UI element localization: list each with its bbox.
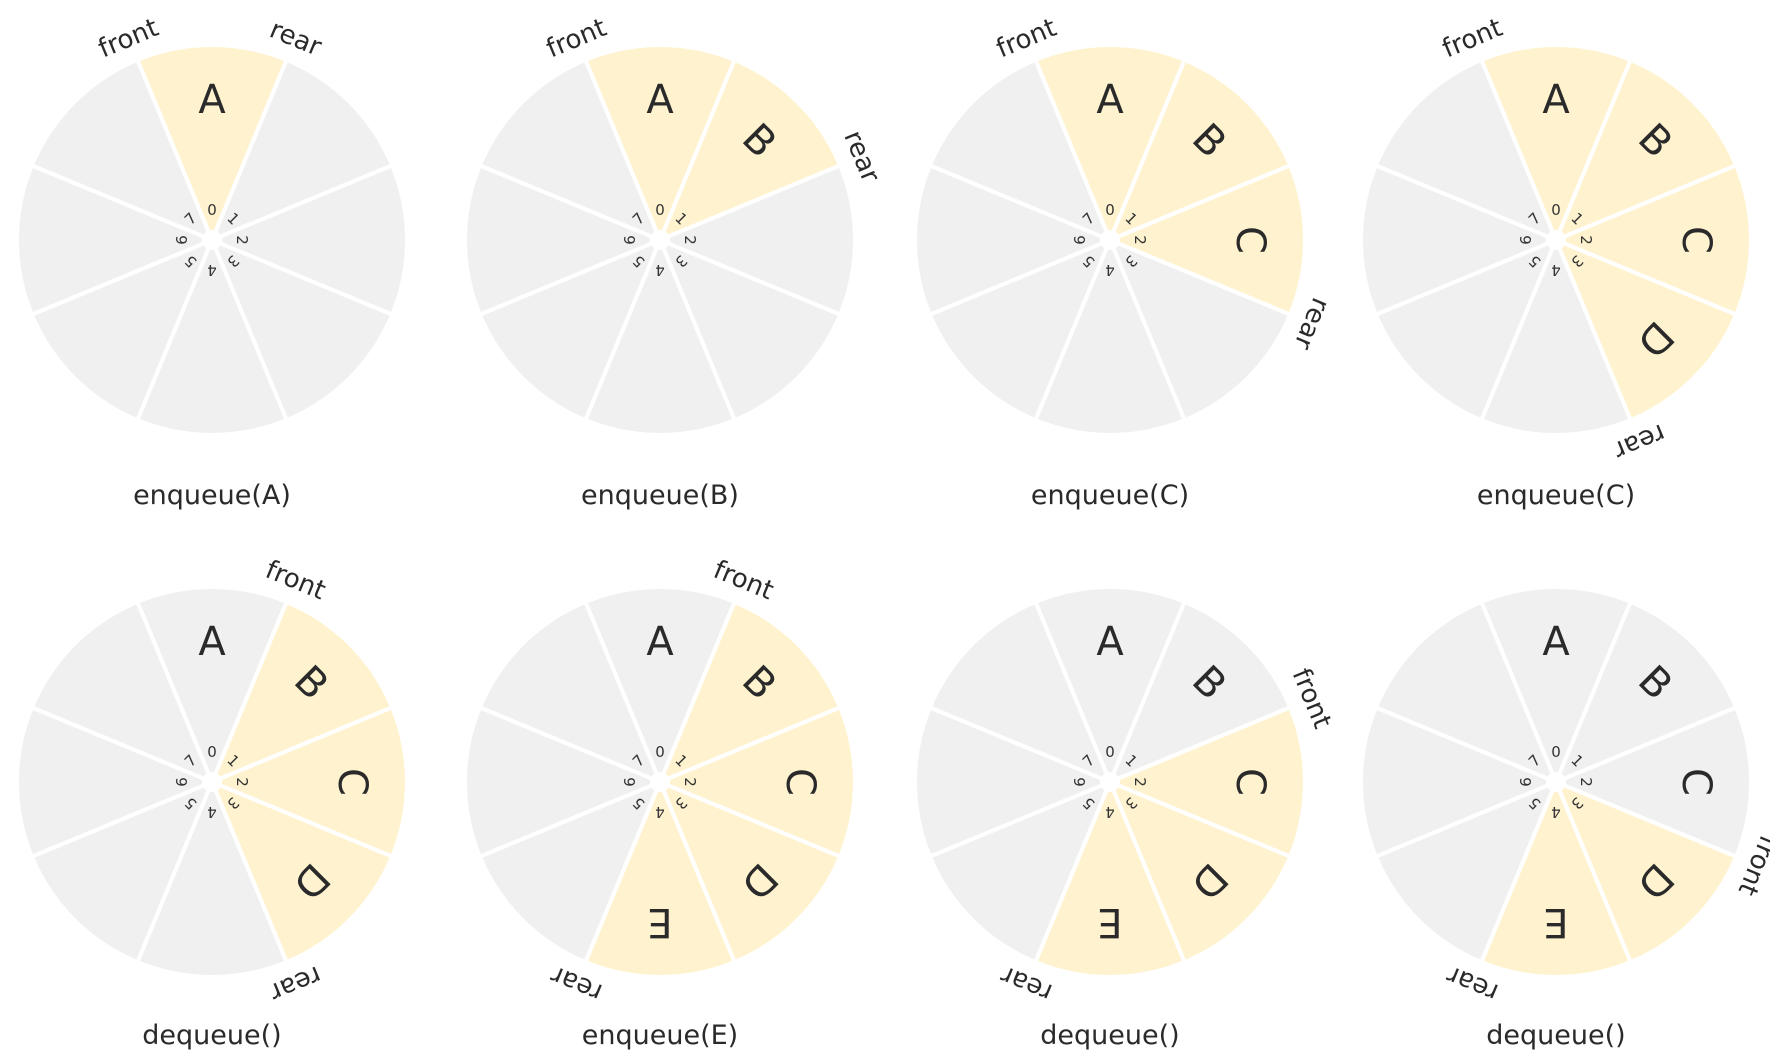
- slot-value: E: [1543, 899, 1568, 945]
- slot-index: 4: [1551, 261, 1561, 279]
- slot-index: 0: [655, 743, 665, 761]
- slot-value: A: [1542, 77, 1570, 123]
- slot-index: 6: [173, 777, 191, 787]
- queue-slot: [477, 599, 659, 781]
- slot-index: 2: [1577, 235, 1595, 245]
- slot-index: 4: [207, 261, 217, 279]
- slot-index: 4: [655, 803, 665, 821]
- slot-index: 4: [655, 261, 665, 279]
- queue-slot: [1373, 599, 1555, 781]
- slot-value: A: [1096, 619, 1124, 665]
- slot-index: 2: [1131, 777, 1149, 787]
- slot-value: C: [1227, 768, 1273, 796]
- slot-value: A: [1542, 619, 1570, 665]
- slot-index: 4: [1551, 803, 1561, 821]
- slot-index: 6: [1517, 235, 1535, 245]
- slot-value: C: [1673, 768, 1719, 796]
- slot-index: 0: [207, 743, 217, 761]
- operation-caption: enqueue(C): [1477, 480, 1635, 511]
- slot-index: 0: [207, 201, 217, 219]
- slot-index: 2: [681, 777, 699, 787]
- slot-index: 4: [1105, 261, 1115, 279]
- slot-value: A: [198, 77, 226, 123]
- slot-index: 6: [1071, 235, 1089, 245]
- slot-value: E: [1097, 899, 1122, 945]
- slot-index: 4: [207, 803, 217, 821]
- slot-value: A: [198, 619, 226, 665]
- operation-caption: enqueue(A): [133, 480, 291, 511]
- queue-slot: [927, 57, 1109, 239]
- slot-index: 2: [233, 777, 251, 787]
- operation-caption: enqueue(B): [581, 480, 739, 511]
- slot-index: 6: [1517, 777, 1535, 787]
- queue-slot: [1373, 57, 1555, 239]
- slot-index: 2: [1131, 235, 1149, 245]
- slot-index: 0: [655, 201, 665, 219]
- operation-caption: enqueue(E): [582, 1020, 738, 1051]
- slot-index: 6: [173, 235, 191, 245]
- slot-value: A: [646, 619, 674, 665]
- slot-value: A: [646, 77, 674, 123]
- slot-value: C: [1227, 226, 1273, 254]
- operation-caption: dequeue(): [142, 1020, 281, 1051]
- slot-value: C: [1673, 226, 1719, 254]
- queue-slot: [29, 599, 211, 781]
- slot-index: 0: [1105, 743, 1115, 761]
- slot-value: A: [1096, 77, 1124, 123]
- slot-index: 6: [621, 777, 639, 787]
- operation-caption: enqueue(C): [1031, 480, 1189, 511]
- slot-index: 2: [1577, 777, 1595, 787]
- queue-slot: [927, 599, 1109, 781]
- slot-index: 0: [1105, 201, 1115, 219]
- slot-index: 2: [233, 235, 251, 245]
- slot-value: C: [329, 768, 375, 796]
- operation-caption: dequeue(): [1040, 1020, 1179, 1051]
- slot-value: E: [647, 899, 672, 945]
- queue-slot: [477, 57, 659, 239]
- operation-caption: dequeue(): [1486, 1020, 1625, 1051]
- slot-value: C: [777, 768, 823, 796]
- slot-index: 6: [621, 235, 639, 245]
- slot-index: 4: [1105, 803, 1115, 821]
- slot-index: 0: [1551, 201, 1561, 219]
- slot-index: 0: [1551, 743, 1561, 761]
- queue-slot: [29, 57, 211, 239]
- slot-index: 2: [681, 235, 699, 245]
- slot-index: 6: [1071, 777, 1089, 787]
